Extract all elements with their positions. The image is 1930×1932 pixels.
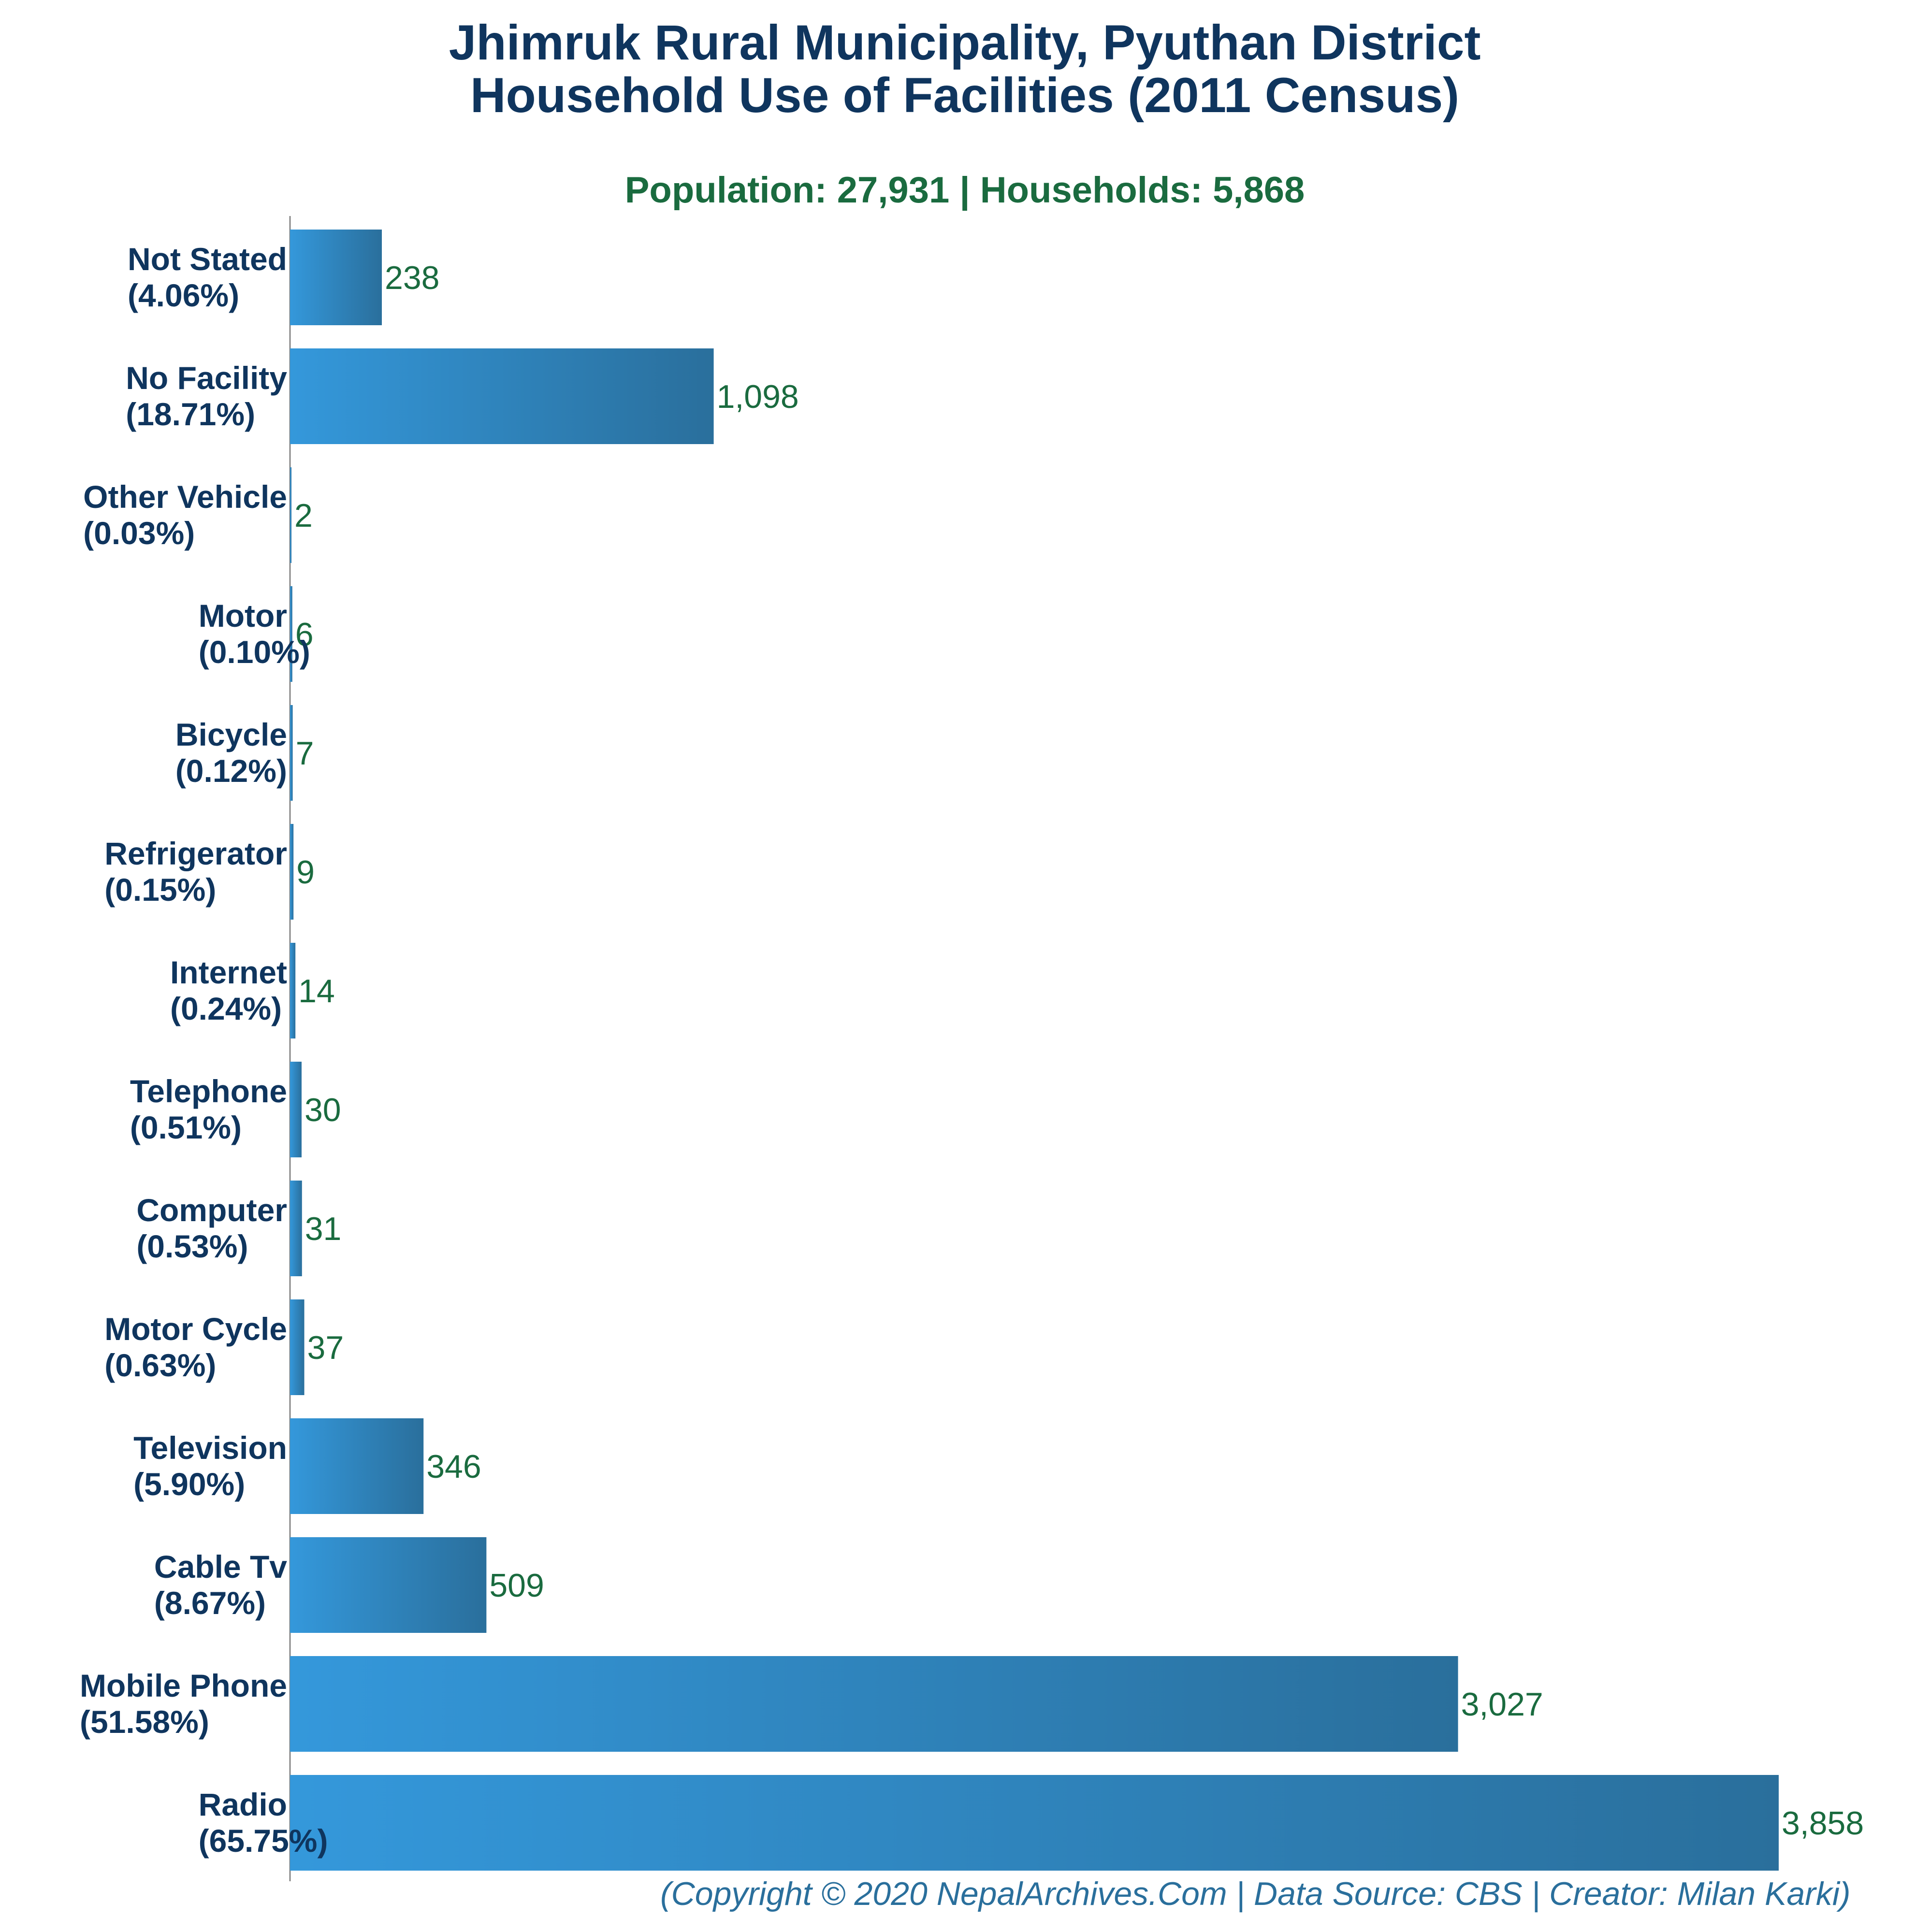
bars-group: 238 Not Stated(4.06%) 1,098 No Facility(18.… xyxy=(80,230,1864,1871)
category-label: Computer xyxy=(136,1192,287,1228)
category-percent: (5.90%) xyxy=(133,1466,245,1502)
value-label: 30 xyxy=(305,1092,341,1128)
category-percent: (0.12%) xyxy=(175,753,287,789)
chart-footer: (Copyright © 2020 NepalArchives.Com | Da… xyxy=(660,1875,1851,1912)
category-percent: (0.53%) xyxy=(136,1228,248,1264)
category-label: Motor xyxy=(199,598,287,634)
category-label: Cable Tv xyxy=(154,1549,287,1585)
category-label: Motor Cycle xyxy=(104,1311,287,1347)
bar-cable-tv xyxy=(290,1537,487,1633)
bar-internet xyxy=(290,943,296,1038)
bar-telephone xyxy=(290,1062,302,1157)
category-percent: (0.24%) xyxy=(170,991,282,1026)
bar-no-facility xyxy=(290,348,714,444)
category-percent: (0.10%) xyxy=(199,634,310,670)
category-label: Not Stated xyxy=(128,241,287,277)
category-label: Refrigerator xyxy=(104,836,287,871)
value-label: 509 xyxy=(489,1567,544,1604)
value-label: 3,858 xyxy=(1782,1805,1864,1842)
bar-bicycle xyxy=(290,705,293,801)
category-percent: (51.58%) xyxy=(80,1704,209,1740)
category-label: Television xyxy=(133,1430,287,1466)
category-percent: (0.15%) xyxy=(104,872,216,908)
category-label: No Facility xyxy=(126,360,287,396)
bar-other-vehicle xyxy=(290,467,291,563)
value-label: 9 xyxy=(296,854,315,891)
category-percent: (0.51%) xyxy=(130,1110,242,1145)
bar-computer xyxy=(290,1181,302,1276)
bar-mobile-phone xyxy=(290,1656,1458,1752)
bar-motor-cycle xyxy=(290,1299,305,1395)
bar-television xyxy=(290,1418,424,1514)
category-percent: (8.67%) xyxy=(154,1585,266,1621)
category-percent: (4.06%) xyxy=(128,277,239,313)
category-label: Other Vehicle xyxy=(83,479,287,515)
bar-motor xyxy=(290,586,292,682)
bar-radio xyxy=(290,1775,1779,1871)
category-percent: (0.63%) xyxy=(104,1347,216,1383)
chart-title-line1: Jhimruk Rural Municipality, Pyuthan Dist… xyxy=(449,15,1481,70)
category-percent: (65.75%) xyxy=(199,1823,328,1859)
chart-title-line2: Household Use of Facilities (2011 Census… xyxy=(470,68,1459,123)
bar-refrigerator xyxy=(290,824,294,920)
value-label: 7 xyxy=(296,735,314,772)
category-label: Mobile Phone xyxy=(80,1668,287,1703)
value-label: 346 xyxy=(426,1448,481,1485)
chart-subtitle: Population: 27,931 | Households: 5,868 xyxy=(625,170,1305,211)
category-percent: (18.71%) xyxy=(126,396,255,432)
bar-not-stated xyxy=(290,230,382,325)
value-label: 1,098 xyxy=(717,378,799,415)
value-label: 3,027 xyxy=(1461,1686,1543,1723)
category-label: Internet xyxy=(170,954,287,990)
category-label: Bicycle xyxy=(175,717,287,752)
value-label: 14 xyxy=(298,973,335,1009)
value-label: 2 xyxy=(294,497,313,534)
value-label: 238 xyxy=(385,260,439,296)
value-label: 31 xyxy=(305,1211,342,1247)
value-label: 6 xyxy=(295,616,314,653)
category-label: Radio xyxy=(199,1787,287,1822)
value-label: 37 xyxy=(307,1329,344,1366)
category-percent: (0.03%) xyxy=(83,515,195,551)
category-label: Telephone xyxy=(130,1073,287,1109)
